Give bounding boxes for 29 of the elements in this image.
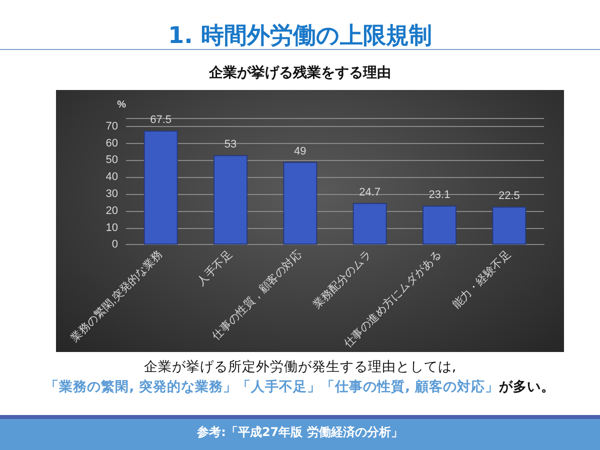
chart-subtitle: 企業が挙げる残業をする理由 <box>208 64 392 82</box>
data-label: 23.1 <box>428 189 450 202</box>
y-tick-label: 40 <box>106 171 118 184</box>
bar <box>492 206 526 245</box>
y-tick-label: 50 <box>106 154 118 166</box>
text: 企業が挙げる所定外労働が発生する理由としては, <box>142 358 458 376</box>
y-tick-label: 20 <box>106 204 118 217</box>
data-label: 22.5 <box>498 190 520 202</box>
data-label: 24.7 <box>359 186 381 198</box>
text: 「業務の繁閑, 突発的な業務」「人手不足」「仕事の性質, 顧客の対応」 <box>45 379 499 395</box>
bar <box>352 202 387 245</box>
y-tick-label: 10 <box>106 222 118 234</box>
x-tick-label: 人手不足 <box>194 248 235 288</box>
bar <box>283 162 318 245</box>
chart-title: 1. 時間外労働の上限規制 <box>167 22 433 51</box>
x-tick-label: 能力・経験不足 <box>450 248 514 312</box>
bar <box>144 130 178 245</box>
y-tick-label: 60 <box>106 137 118 150</box>
text: 参考:「平成27年版 労働経済の分析」 <box>196 424 404 441</box>
bar <box>422 206 456 245</box>
bar <box>214 155 248 245</box>
data-label: 53 <box>224 138 237 151</box>
x-tick-label: 業務配分のムラ <box>311 248 374 312</box>
data-label: 49 <box>294 145 306 158</box>
y-tick-label: 30 <box>106 188 118 200</box>
text: が多い。 <box>498 379 555 395</box>
y-tick-label: 70 <box>106 120 118 132</box>
data-label: 67.5 <box>150 114 172 126</box>
y-axis-title: % <box>117 100 126 110</box>
